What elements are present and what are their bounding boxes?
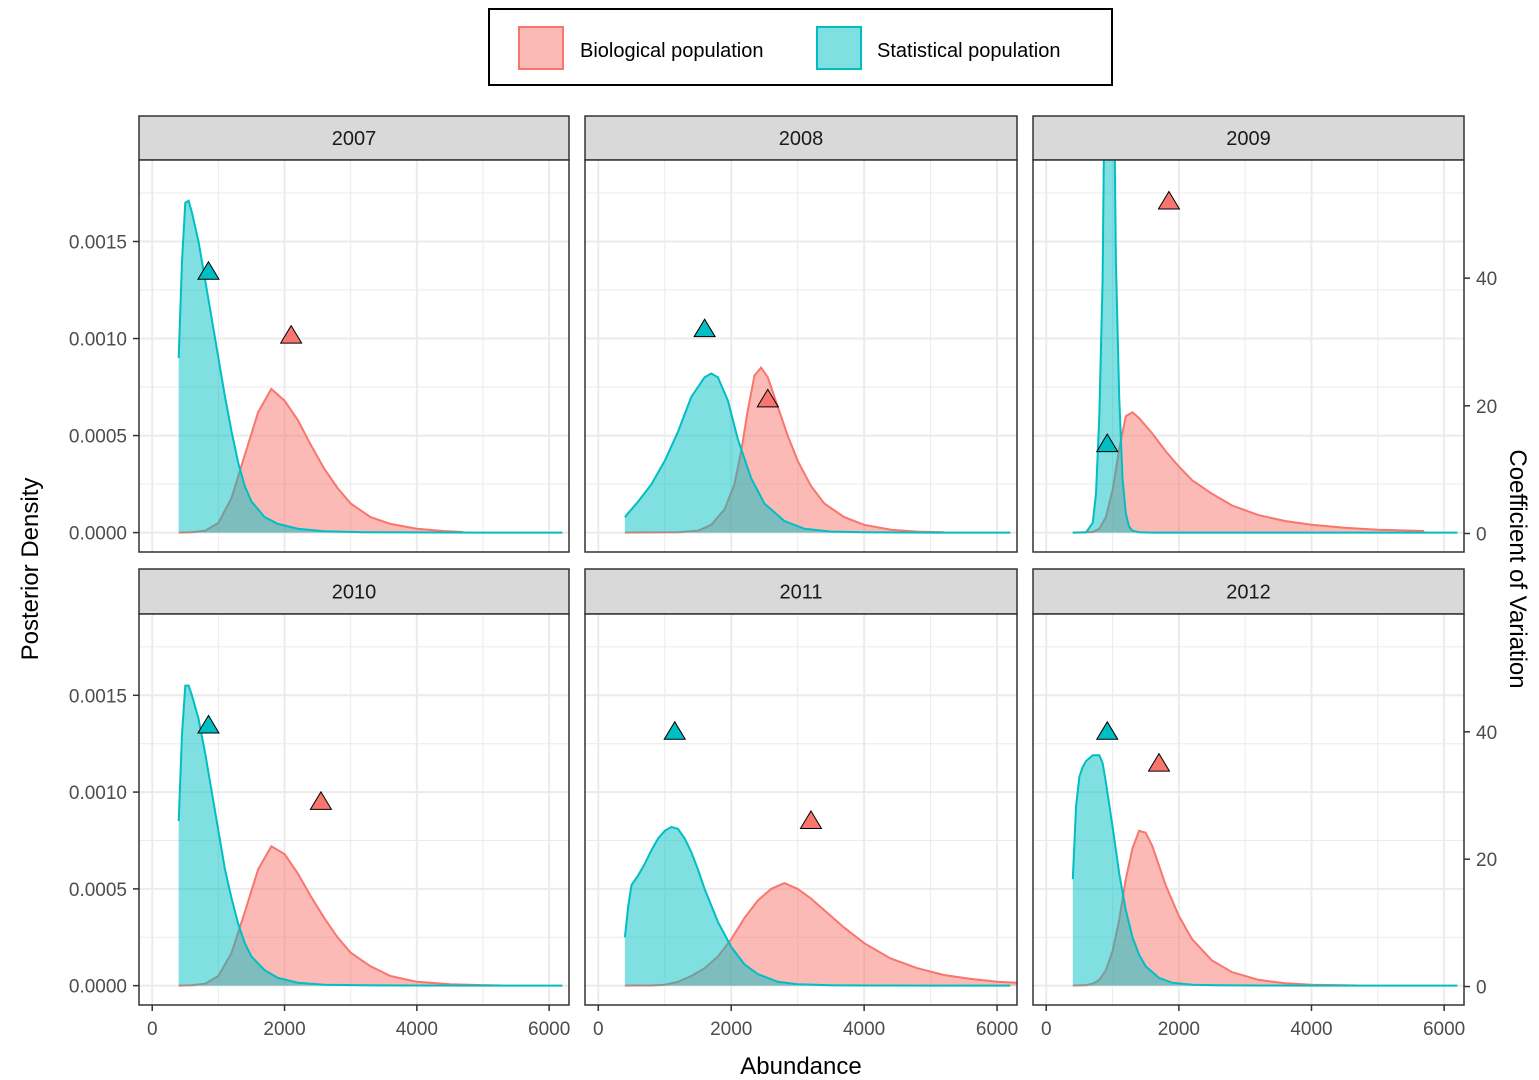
- y2-tick-label: 0: [1476, 978, 1487, 999]
- density-areas: [177, 199, 563, 534]
- cv-marker-statistical: [197, 714, 220, 734]
- panel-border: [138, 159, 570, 553]
- biological-density-area: [624, 367, 944, 533]
- cv-marker-statistical: [197, 260, 220, 280]
- x-tick-label: 6000: [1423, 1019, 1465, 1040]
- facet-panel-2010: 2010: [138, 568, 570, 1006]
- x-tick-label: 2000: [1158, 1019, 1200, 1040]
- legend-box: [488, 8, 1113, 86]
- y-tick-label: 0.0015: [69, 233, 127, 254]
- cv-marker-biological: [279, 324, 303, 344]
- facet-strip-label: 2008: [779, 128, 824, 150]
- x-tick-label: 2000: [263, 1019, 305, 1040]
- facet-panel-2007: 2007: [138, 115, 570, 553]
- x-tick-label: 0: [593, 1019, 604, 1040]
- cv-marker-statistical: [1095, 433, 1119, 453]
- y-tick-label: 0.0010: [69, 330, 127, 351]
- x-tick-label: 4000: [396, 1019, 438, 1040]
- y-axis-title: Posterior Density: [17, 478, 44, 661]
- panel-border: [138, 613, 570, 1006]
- facet-strip: [1032, 115, 1465, 161]
- facet-strip: [138, 115, 570, 161]
- y-tick-label: 0.0000: [69, 524, 127, 545]
- x-tick-label: 0: [1041, 1019, 1052, 1040]
- cv-marker-biological: [309, 790, 333, 810]
- cv-marker-biological: [1157, 190, 1181, 210]
- biological-density-area: [178, 846, 503, 986]
- x-tick-label: 0: [147, 1019, 158, 1040]
- y-axis-right: 0 20 40 0 20 40: [1464, 269, 1497, 999]
- facet-strip-label: 2010: [332, 582, 377, 604]
- y2-tick-label: 20: [1476, 850, 1497, 871]
- facet-panel-2011: 2011: [584, 568, 1018, 1006]
- y2-axis-title: Coefficient of Variation: [1504, 449, 1531, 688]
- panel-border: [1032, 613, 1465, 1006]
- density-areas: [177, 684, 563, 987]
- statistical-density-line: [623, 825, 1011, 987]
- panel-border: [584, 159, 1018, 553]
- y2-tick-label: 0: [1476, 524, 1487, 545]
- cv-marker-biological: [1147, 752, 1171, 772]
- density-areas: [1071, 754, 1458, 987]
- density-areas: [623, 825, 1017, 987]
- panel-grid: [139, 614, 569, 1005]
- legend-key-statistical: [816, 26, 862, 70]
- panel-border: [584, 613, 1018, 1006]
- x-axis-title: Abundance: [740, 1053, 861, 1080]
- facet-panel-2012: 2012: [1032, 568, 1465, 1006]
- statistical-density-line: [624, 372, 1011, 534]
- density-areas: [1072, 160, 1458, 534]
- facet-strip-label: 2012: [1226, 582, 1271, 604]
- statistical-density-area: [624, 826, 1011, 986]
- panel-border: [1032, 159, 1465, 553]
- statistical-density-area: [624, 373, 1011, 533]
- facet-strip-label: 2011: [779, 582, 822, 604]
- biological-density-area: [1072, 412, 1425, 533]
- y2-tick-label: 40: [1476, 269, 1497, 290]
- statistical-density-area: [178, 200, 563, 533]
- x-tick-label: 4000: [843, 1019, 885, 1040]
- biological-density-area: [1072, 830, 1358, 986]
- facet-strip-label: 2007: [332, 128, 377, 150]
- cv-marker-statistical: [663, 720, 687, 740]
- y-axis-left: 0.0000 0.0005 0.0010 0.0015 0.0000 0.0005 0.00…: [69, 233, 139, 998]
- cv-marker-biological: [756, 388, 780, 408]
- y2-tick-label: 40: [1476, 723, 1497, 744]
- x-tick-label: 4000: [1290, 1019, 1332, 1040]
- statistical-density-line: [177, 684, 563, 987]
- statistical-density-area: [1072, 160, 1458, 533]
- x-tick-label: 6000: [976, 1019, 1018, 1040]
- cv-marker-statistical: [693, 318, 717, 338]
- legend-key-biological: [518, 26, 564, 70]
- statistical-density-area: [1072, 755, 1458, 986]
- y-tick-label: 0.0005: [69, 427, 127, 448]
- cv-marker-statistical: [1095, 720, 1119, 740]
- x-tick-label: 6000: [528, 1019, 570, 1040]
- y-tick-label: 0.0010: [69, 783, 127, 804]
- facet-panels: 2007 2008 2009 2010 2011 2012: [138, 115, 1465, 1006]
- y-tick-label: 0.0005: [69, 880, 127, 901]
- statistical-density-area: [178, 685, 563, 986]
- statistical-density-line: [1071, 754, 1458, 987]
- y-tick-label: 0.0000: [69, 977, 127, 998]
- x-tick-label: 2000: [710, 1019, 752, 1040]
- y2-tick-label: 20: [1476, 397, 1497, 418]
- facet-strip: [138, 568, 570, 615]
- cv-marker-biological: [799, 809, 823, 829]
- y-tick-label: 0.0015: [69, 686, 127, 707]
- legend-label-statistical: Statistical population: [877, 40, 1060, 62]
- facet-strip-label: 2009: [1226, 128, 1271, 150]
- statistical-density-line: [1072, 160, 1458, 534]
- x-axes: 0 2000 4000 6000 0 2000 4000 6000 0 2000 4000 6000: [147, 1005, 1465, 1040]
- legend: Biological population Statistical popula…: [488, 8, 1113, 86]
- facet-panel-2009: 2009: [1032, 115, 1465, 553]
- facet-panel-2008: 2008: [584, 115, 1018, 553]
- legend-label-biological: Biological population: [580, 40, 763, 62]
- density-areas: [624, 365, 1011, 534]
- statistical-density-line: [177, 199, 563, 534]
